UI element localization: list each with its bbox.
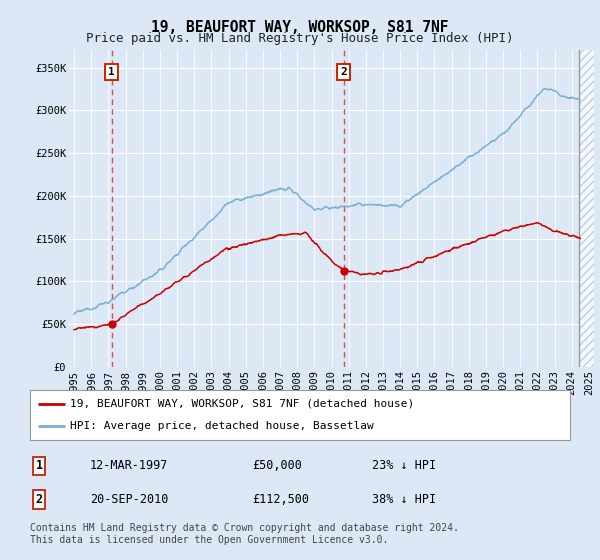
Text: Price paid vs. HM Land Registry's House Price Index (HPI): Price paid vs. HM Land Registry's House … — [86, 32, 514, 45]
Text: 23% ↓ HPI: 23% ↓ HPI — [372, 459, 436, 473]
Text: HPI: Average price, detached house, Bassetlaw: HPI: Average price, detached house, Bass… — [71, 421, 374, 431]
Text: 38% ↓ HPI: 38% ↓ HPI — [372, 493, 436, 506]
Text: 1: 1 — [35, 459, 43, 473]
Text: 1: 1 — [109, 67, 115, 77]
Text: £112,500: £112,500 — [252, 493, 309, 506]
Text: Contains HM Land Registry data © Crown copyright and database right 2024.
This d: Contains HM Land Registry data © Crown c… — [30, 523, 459, 545]
Text: 2: 2 — [340, 67, 347, 77]
Text: 2: 2 — [35, 493, 43, 506]
Text: 19, BEAUFORT WAY, WORKSOP, S81 7NF: 19, BEAUFORT WAY, WORKSOP, S81 7NF — [151, 20, 449, 35]
Text: 19, BEAUFORT WAY, WORKSOP, S81 7NF (detached house): 19, BEAUFORT WAY, WORKSOP, S81 7NF (deta… — [71, 399, 415, 409]
Text: 20-SEP-2010: 20-SEP-2010 — [90, 493, 169, 506]
Text: £50,000: £50,000 — [252, 459, 302, 473]
Text: 12-MAR-1997: 12-MAR-1997 — [90, 459, 169, 473]
